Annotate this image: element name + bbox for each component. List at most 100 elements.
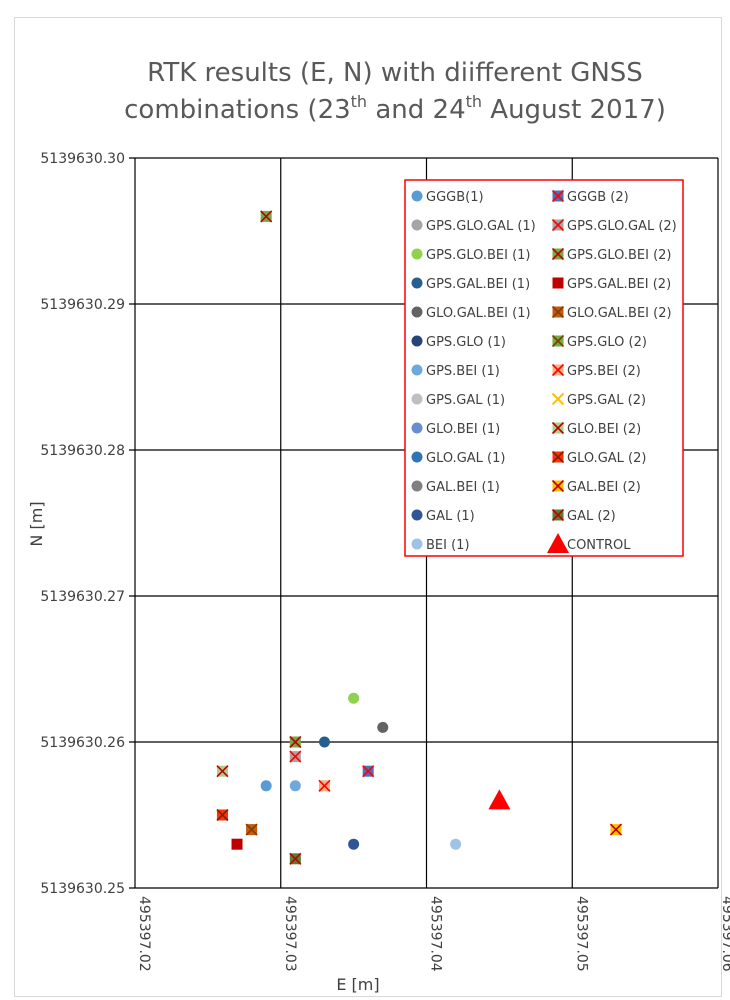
legend-label: GLO.BEI (1) xyxy=(426,422,500,437)
y-tick-label: 5139630.25 xyxy=(40,881,125,897)
legend-label: GPS.GAL.BEI (1) xyxy=(426,277,530,292)
title-sup-a: th xyxy=(351,92,367,111)
legend-entry: GLO.GAL.BEI (2) xyxy=(551,305,672,321)
legend: GGGB(1) GGGB (2) GPS.GLO.GAL (1) GPS.GLO.GA… xyxy=(404,179,684,557)
legend-marker xyxy=(411,538,423,550)
legend-label: GPS.GAL (1) xyxy=(426,393,505,408)
legend-entry: GGGB (2) xyxy=(551,189,629,205)
marker-cross xyxy=(551,189,565,203)
legend-marker xyxy=(411,480,423,492)
point-19-0 xyxy=(216,808,229,822)
marker-cross xyxy=(216,808,229,822)
x-tick-label: 495397.06 xyxy=(719,896,730,972)
legend-marker xyxy=(411,335,423,347)
legend-label: GLO.GAL.BEI (2) xyxy=(567,306,672,321)
legend-label: GPS.BEI (2) xyxy=(567,364,641,379)
x-tick-label: 495397.03 xyxy=(282,896,298,972)
legend-entry: BEI (1) xyxy=(411,538,470,553)
legend-marker xyxy=(551,189,565,203)
legend-marker xyxy=(551,363,565,377)
legend-entry: GLO.BEI (1) xyxy=(411,422,500,437)
legend-label: GAL (2) xyxy=(567,509,616,524)
point-23-0 xyxy=(289,852,302,865)
legend-label: GPS.GAL.BEI (2) xyxy=(567,277,671,292)
chart-title-line1: RTK results (E, N) with diifferent GNSS xyxy=(147,58,643,88)
legend-label: GPS.GLO.BEI (1) xyxy=(426,248,531,263)
marker-cross xyxy=(362,765,375,778)
legend-marker xyxy=(411,422,423,434)
legend-marker xyxy=(411,364,423,376)
point-8-0 xyxy=(377,721,389,733)
marker-cross xyxy=(551,363,565,377)
legend-label: GLO.BEI (2) xyxy=(567,422,641,437)
legend-entry: GAL.BEI (2) xyxy=(551,479,641,495)
marker-cross xyxy=(551,247,565,261)
legend-entry: GPS.GLO.BEI (2) xyxy=(551,247,672,263)
point-25-0 xyxy=(488,789,511,810)
marker-cross xyxy=(318,779,331,792)
legend-label: GPS.GLO.GAL (1) xyxy=(426,219,536,234)
marker-cross xyxy=(289,750,302,763)
legend-label: GLO.GAL.BEI (1) xyxy=(426,306,531,321)
legend-label: GPS.GLO.BEI (2) xyxy=(567,248,672,263)
marker-cross xyxy=(551,218,565,232)
legend-marker xyxy=(411,219,423,231)
legend-entry: GPS.GAL.BEI (1) xyxy=(411,277,530,292)
legend-label: GPS.GLO (1) xyxy=(426,335,506,350)
legend-entry: GLO.GAL.BEI (1) xyxy=(411,306,531,321)
title-part-c: August 2017) xyxy=(482,95,666,125)
y-tick-label: 5139630.26 xyxy=(40,735,125,751)
point-5-0 xyxy=(260,210,273,223)
chart-title-line2: combinations (23th and 24th August 2017) xyxy=(124,92,666,125)
x-tick-labels: 495397.02 495397.03 495397.04 495397.05 4953… xyxy=(136,896,730,972)
legend-marker xyxy=(551,421,565,435)
x-tick-label: 495397.04 xyxy=(428,896,444,972)
legend-entry: GPS.GAL (2) xyxy=(551,392,646,408)
title-part-b: and 24 xyxy=(367,95,466,125)
marker-cross xyxy=(216,765,229,778)
title-part-a: combinations (23 xyxy=(124,95,351,125)
marker-cross xyxy=(551,450,565,464)
marker-cross xyxy=(551,421,565,435)
marker-cross xyxy=(289,735,302,749)
point-3-0 xyxy=(289,750,302,763)
legend-marker xyxy=(551,218,565,232)
legend-marker xyxy=(411,277,423,289)
legend-entry: GAL.BEI (1) xyxy=(411,480,500,495)
legend-label: BEI (1) xyxy=(426,538,470,553)
point-4-0 xyxy=(348,692,360,704)
marker-cross xyxy=(551,334,565,348)
marker-cross xyxy=(551,508,565,522)
legend-entry: GPS.GLO (2) xyxy=(551,334,647,350)
legend-entry: GAL (1) xyxy=(411,509,475,524)
legend-marker xyxy=(551,479,565,493)
legend-entry: GLO.BEI (2) xyxy=(551,421,641,437)
data-points xyxy=(216,210,623,865)
y-axis-label: N [m] xyxy=(27,501,46,546)
marker-cross xyxy=(260,210,273,223)
point-13-0 xyxy=(318,779,331,792)
legend-marker xyxy=(551,247,565,261)
y-tick-labels: 5139630.25 5139630.26 5139630.27 5139630.28… xyxy=(40,151,125,897)
legend-entry: GAL (2) xyxy=(551,508,616,524)
x-tick-label: 495397.05 xyxy=(573,896,589,972)
legend-label: CONTROL xyxy=(567,538,631,553)
legend-label: GAL (1) xyxy=(426,509,475,524)
legend-marker xyxy=(411,306,423,318)
point-7-0 xyxy=(231,838,243,850)
title-sup-b: th xyxy=(466,92,482,111)
legend-label: GGGB (2) xyxy=(567,190,629,205)
legend-label: GLO.GAL (1) xyxy=(426,451,505,466)
point-5-1 xyxy=(289,735,302,749)
legend-label: GAL.BEI (2) xyxy=(567,480,641,495)
legend-marker xyxy=(551,305,565,319)
point-9-0 xyxy=(245,823,258,836)
legend-box xyxy=(404,179,684,557)
marker-cross xyxy=(551,479,565,493)
legend-entry: GLO.GAL (1) xyxy=(411,451,505,466)
legend-entry: GPS.BEI (1) xyxy=(411,364,500,379)
legend-marker xyxy=(551,392,565,406)
legend-label: GPS.GLO.GAL (2) xyxy=(567,219,677,234)
marker-cross xyxy=(551,305,565,319)
